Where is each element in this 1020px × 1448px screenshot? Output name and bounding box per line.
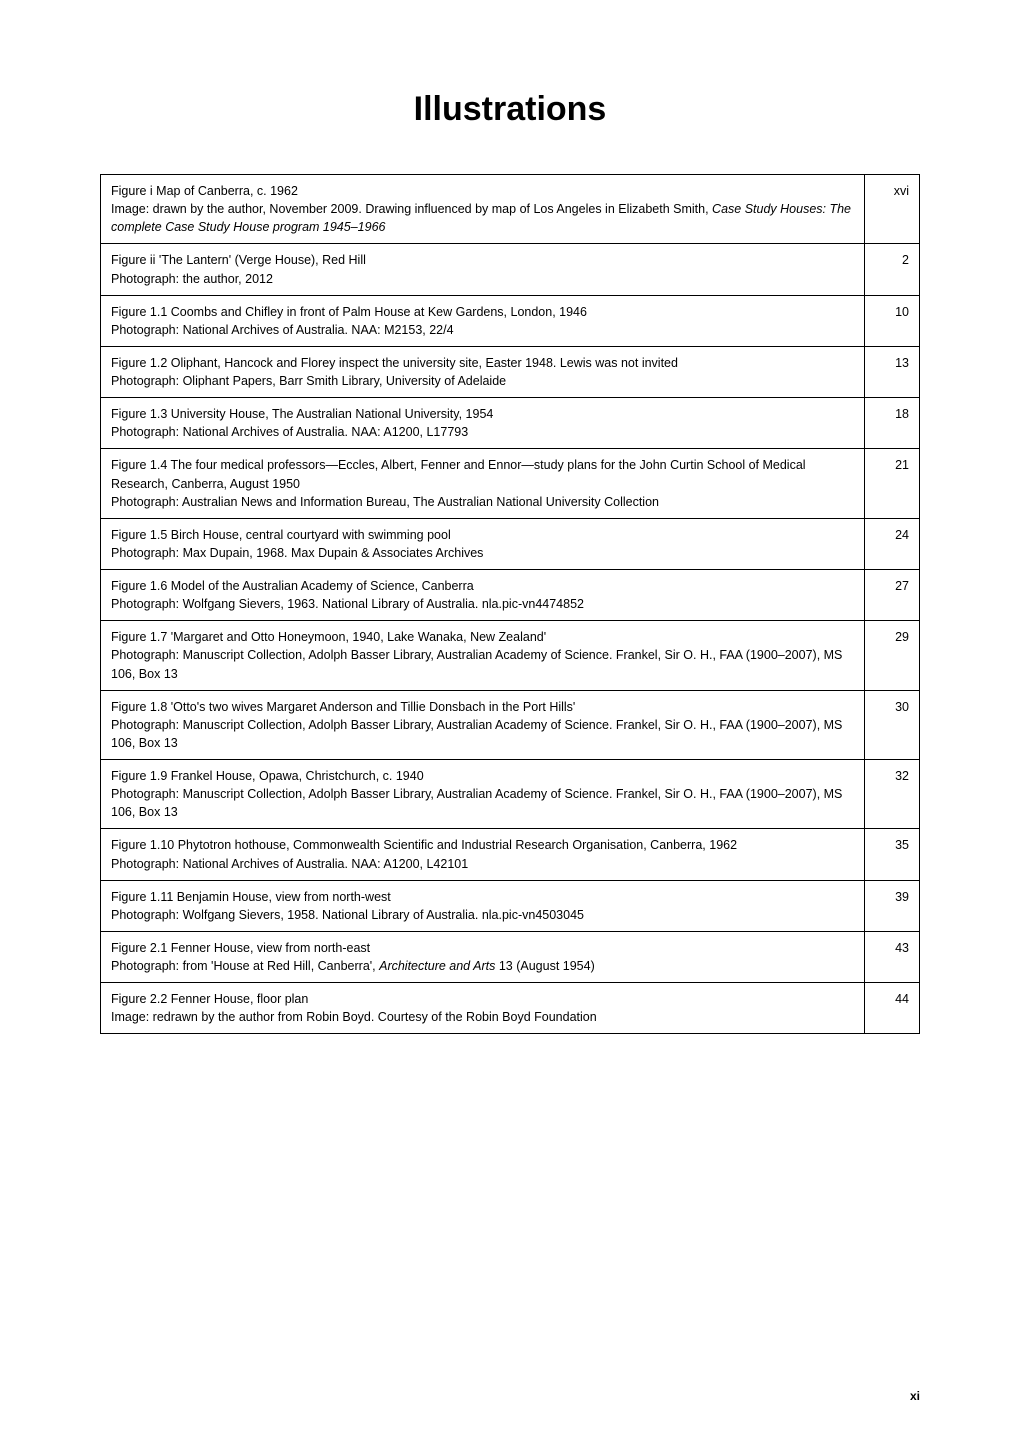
table-row: Figure 2.2 Fenner House, floor planImage… xyxy=(101,983,920,1034)
illustration-description: Figure 1.2 Oliphant, Hancock and Florey … xyxy=(101,346,865,397)
illustration-description: Figure i Map of Canberra, c. 1962Image: … xyxy=(101,175,865,244)
illustration-description: Figure 1.7 'Margaret and Otto Honeymoon,… xyxy=(101,621,865,690)
table-row: Figure 1.2 Oliphant, Hancock and Florey … xyxy=(101,346,920,397)
illustration-page: 24 xyxy=(865,518,920,569)
illustration-page: 39 xyxy=(865,880,920,931)
illustration-description: Figure 1.5 Birch House, central courtyar… xyxy=(101,518,865,569)
table-row: Figure 1.4 The four medical professors—E… xyxy=(101,449,920,518)
illustration-page: xvi xyxy=(865,175,920,244)
page-title: Illustrations xyxy=(100,90,920,129)
table-row: Figure 1.1 Coombs and Chifley in front o… xyxy=(101,295,920,346)
table-row: Figure 1.6 Model of the Australian Acade… xyxy=(101,570,920,621)
illustration-description: Figure 1.8 'Otto's two wives Margaret An… xyxy=(101,690,865,759)
illustration-description: Figure 1.1 Coombs and Chifley in front o… xyxy=(101,295,865,346)
illustration-page: 13 xyxy=(865,346,920,397)
illustration-description: Figure 1.3 University House, The Austral… xyxy=(101,398,865,449)
table-row: Figure 1.11 Benjamin House, view from no… xyxy=(101,880,920,931)
table-row: Figure 1.3 University House, The Austral… xyxy=(101,398,920,449)
illustration-description: Figure ii 'The Lantern' (Verge House), R… xyxy=(101,244,865,295)
illustration-page: 29 xyxy=(865,621,920,690)
illustration-page: 44 xyxy=(865,983,920,1034)
table-row: Figure 1.9 Frankel House, Opawa, Christc… xyxy=(101,760,920,829)
illustration-description: Figure 2.1 Fenner House, view from north… xyxy=(101,931,865,982)
table-row: Figure ii 'The Lantern' (Verge House), R… xyxy=(101,244,920,295)
illustration-page: 21 xyxy=(865,449,920,518)
illustration-page: 32 xyxy=(865,760,920,829)
illustration-description: Figure 1.4 The four medical professors—E… xyxy=(101,449,865,518)
table-row: Figure 1.8 'Otto's two wives Margaret An… xyxy=(101,690,920,759)
illustration-page: 18 xyxy=(865,398,920,449)
table-row: Figure 1.5 Birch House, central courtyar… xyxy=(101,518,920,569)
illustration-description: Figure 1.10 Phytotron hothouse, Commonwe… xyxy=(101,829,865,880)
table-row: Figure 1.10 Phytotron hothouse, Commonwe… xyxy=(101,829,920,880)
table-row: Figure i Map of Canberra, c. 1962Image: … xyxy=(101,175,920,244)
illustrations-table: Figure i Map of Canberra, c. 1962Image: … xyxy=(100,174,920,1034)
illustration-page: 30 xyxy=(865,690,920,759)
table-row: Figure 2.1 Fenner House, view from north… xyxy=(101,931,920,982)
illustration-page: 2 xyxy=(865,244,920,295)
table-row: Figure 1.7 'Margaret and Otto Honeymoon,… xyxy=(101,621,920,690)
page-number: xi xyxy=(910,1389,920,1403)
illustration-description: Figure 1.6 Model of the Australian Acade… xyxy=(101,570,865,621)
illustration-page: 35 xyxy=(865,829,920,880)
illustration-page: 10 xyxy=(865,295,920,346)
illustration-description: Figure 2.2 Fenner House, floor planImage… xyxy=(101,983,865,1034)
illustration-description: Figure 1.11 Benjamin House, view from no… xyxy=(101,880,865,931)
illustration-page: 43 xyxy=(865,931,920,982)
illustration-page: 27 xyxy=(865,570,920,621)
illustration-description: Figure 1.9 Frankel House, Opawa, Christc… xyxy=(101,760,865,829)
